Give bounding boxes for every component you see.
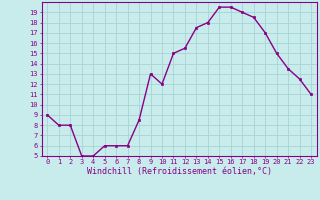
X-axis label: Windchill (Refroidissement éolien,°C): Windchill (Refroidissement éolien,°C): [87, 167, 272, 176]
